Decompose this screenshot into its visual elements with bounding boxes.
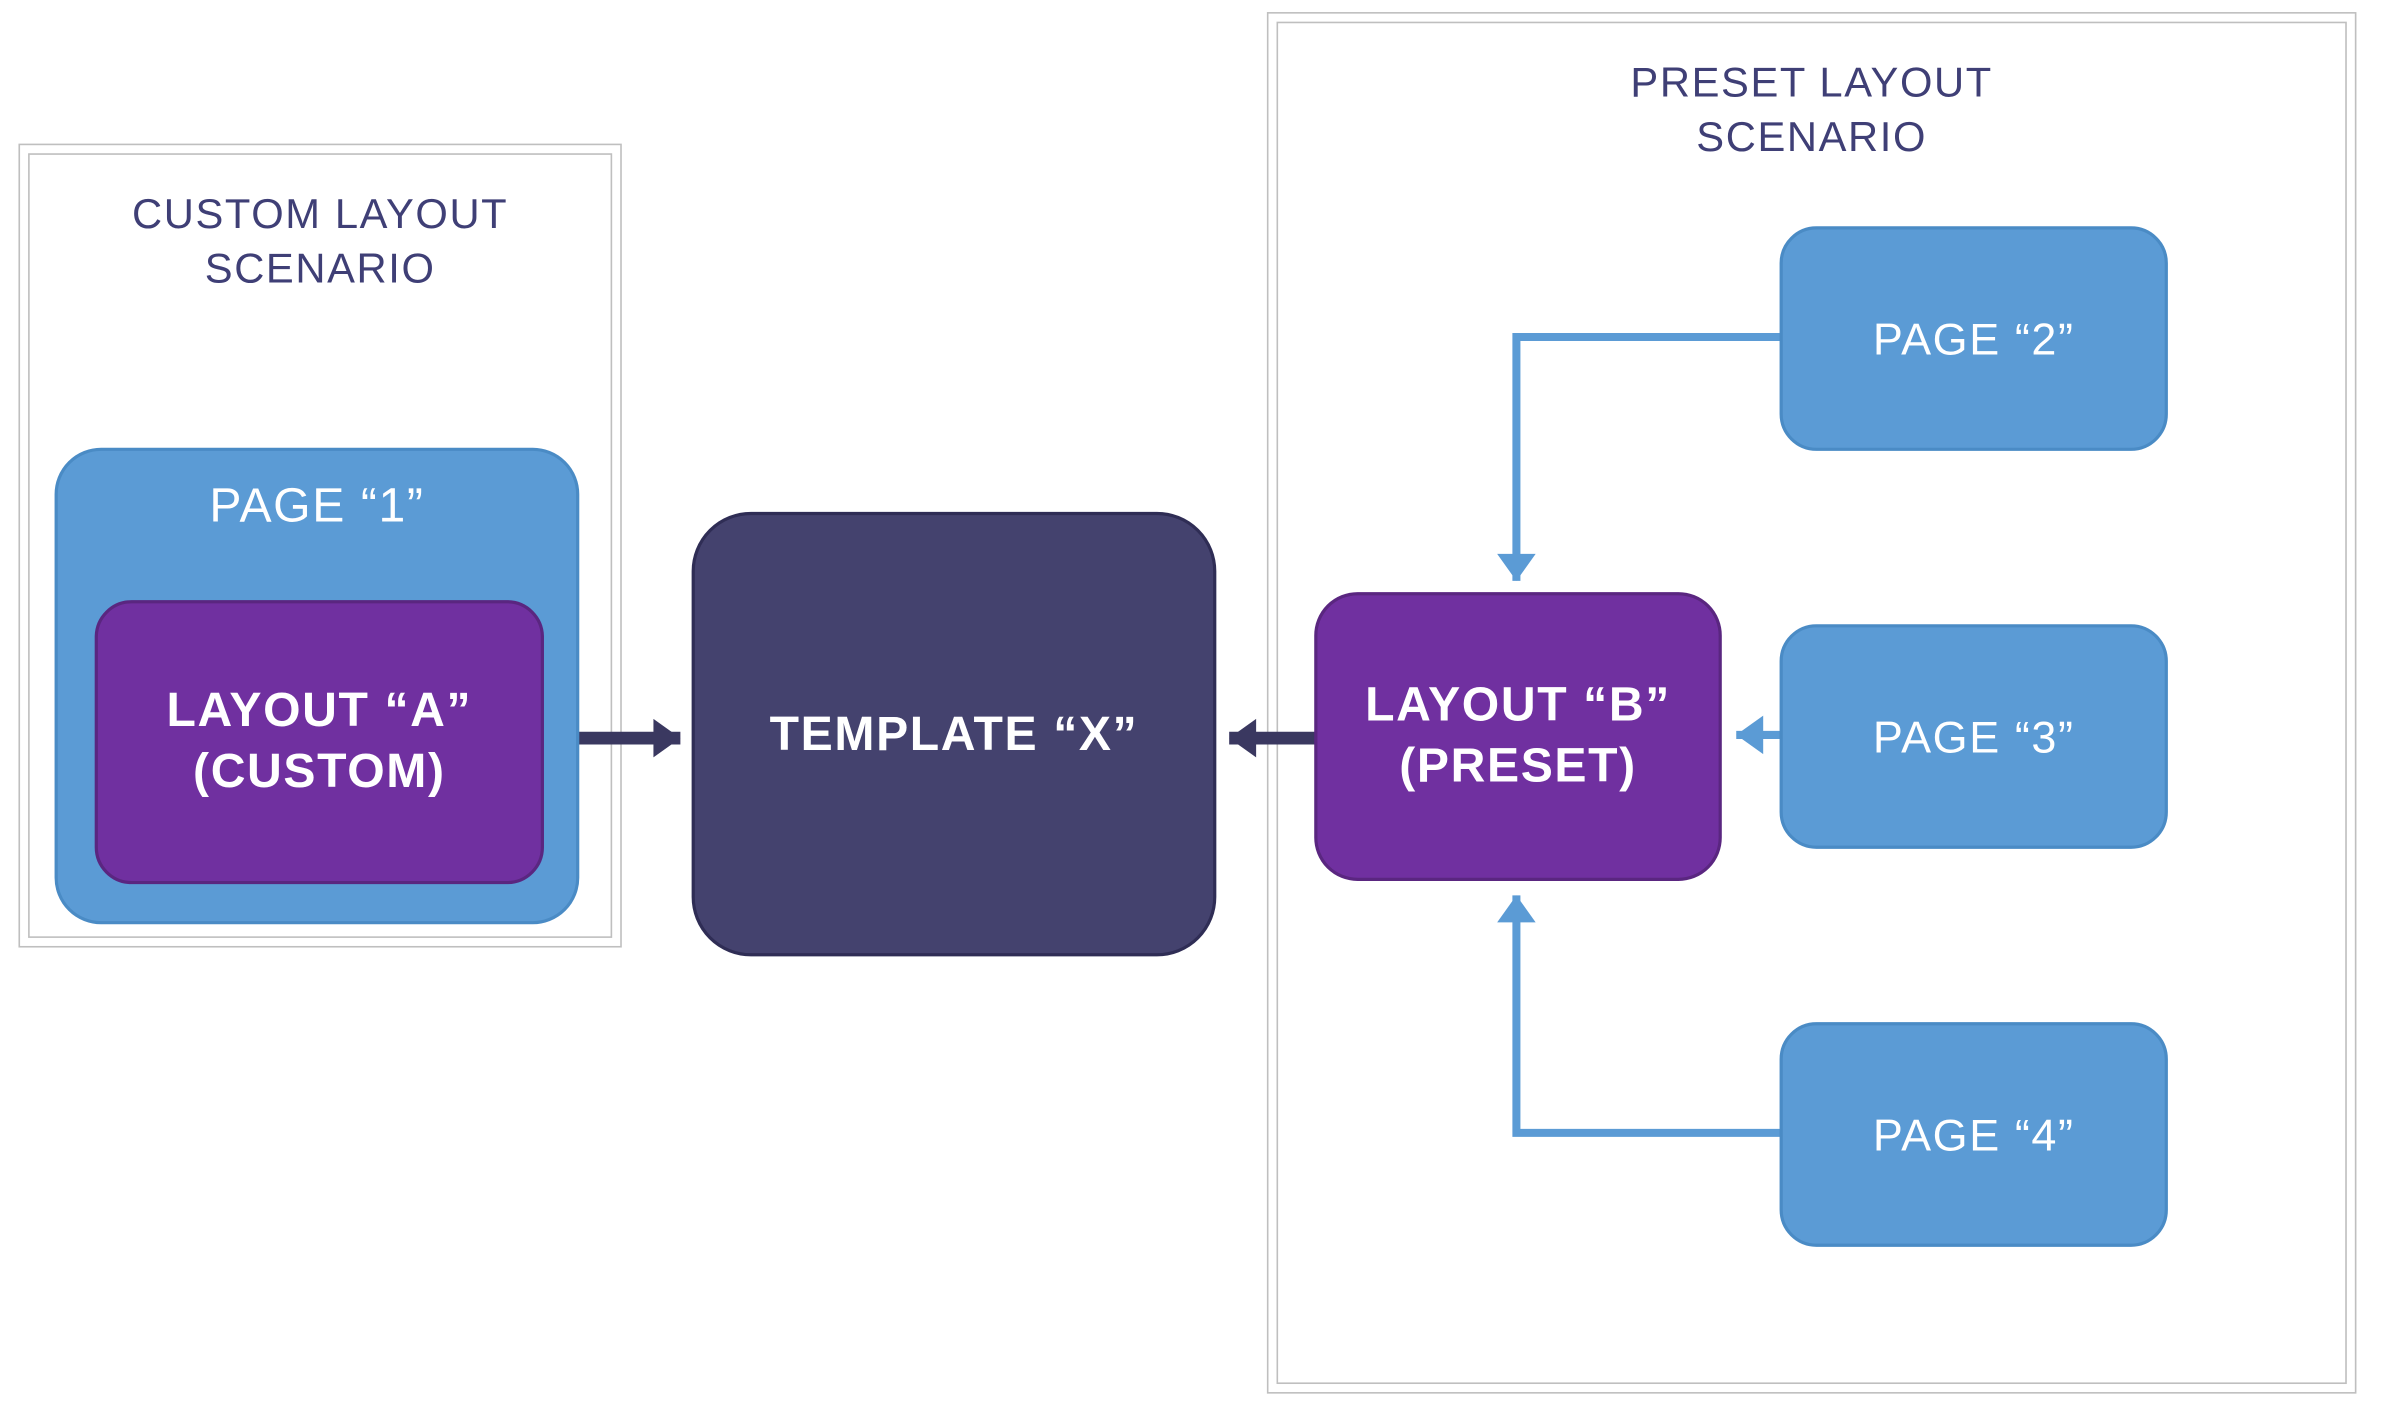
page3-label: PAGE “3”	[1873, 712, 2075, 763]
node-rect	[1316, 594, 1720, 880]
node-page2: PAGE “2”	[1781, 228, 2166, 449]
node-rect	[96, 602, 542, 883]
frame-title-line1: PRESET LAYOUT	[1630, 58, 1992, 105]
diagram-canvas: CUSTOM LAYOUT SCENARIO PRESET LAYOUT SCE…	[0, 0, 2407, 1412]
page1-label: PAGE “1”	[209, 479, 424, 533]
layout-a-line1: LAYOUT “A”	[166, 683, 472, 737]
page4-label: PAGE “4”	[1873, 1110, 2075, 1161]
template-label: TEMPLATE “X”	[770, 707, 1139, 761]
node-page3: PAGE “3”	[1781, 626, 2166, 847]
layout-b-line2: (PRESET)	[1399, 738, 1636, 792]
diagram-root: CUSTOM LAYOUT SCENARIO PRESET LAYOUT SCE…	[0, 0, 2407, 1412]
page2-label: PAGE “2”	[1873, 314, 2075, 365]
frame-title-line2: SCENARIO	[205, 244, 436, 291]
layout-a-line2: (CUSTOM)	[193, 744, 446, 798]
node-layout-b: LAYOUT “B” (PRESET)	[1316, 594, 1720, 880]
node-page4: PAGE “4”	[1781, 1024, 2166, 1245]
frame-title-line1: CUSTOM LAYOUT	[132, 190, 508, 237]
node-template-x: TEMPLATE “X”	[693, 513, 1215, 954]
frame-title-line2: SCENARIO	[1696, 113, 1927, 160]
layout-b-line1: LAYOUT “B”	[1365, 677, 1671, 731]
node-layout-a: LAYOUT “A” (CUSTOM)	[96, 602, 542, 883]
